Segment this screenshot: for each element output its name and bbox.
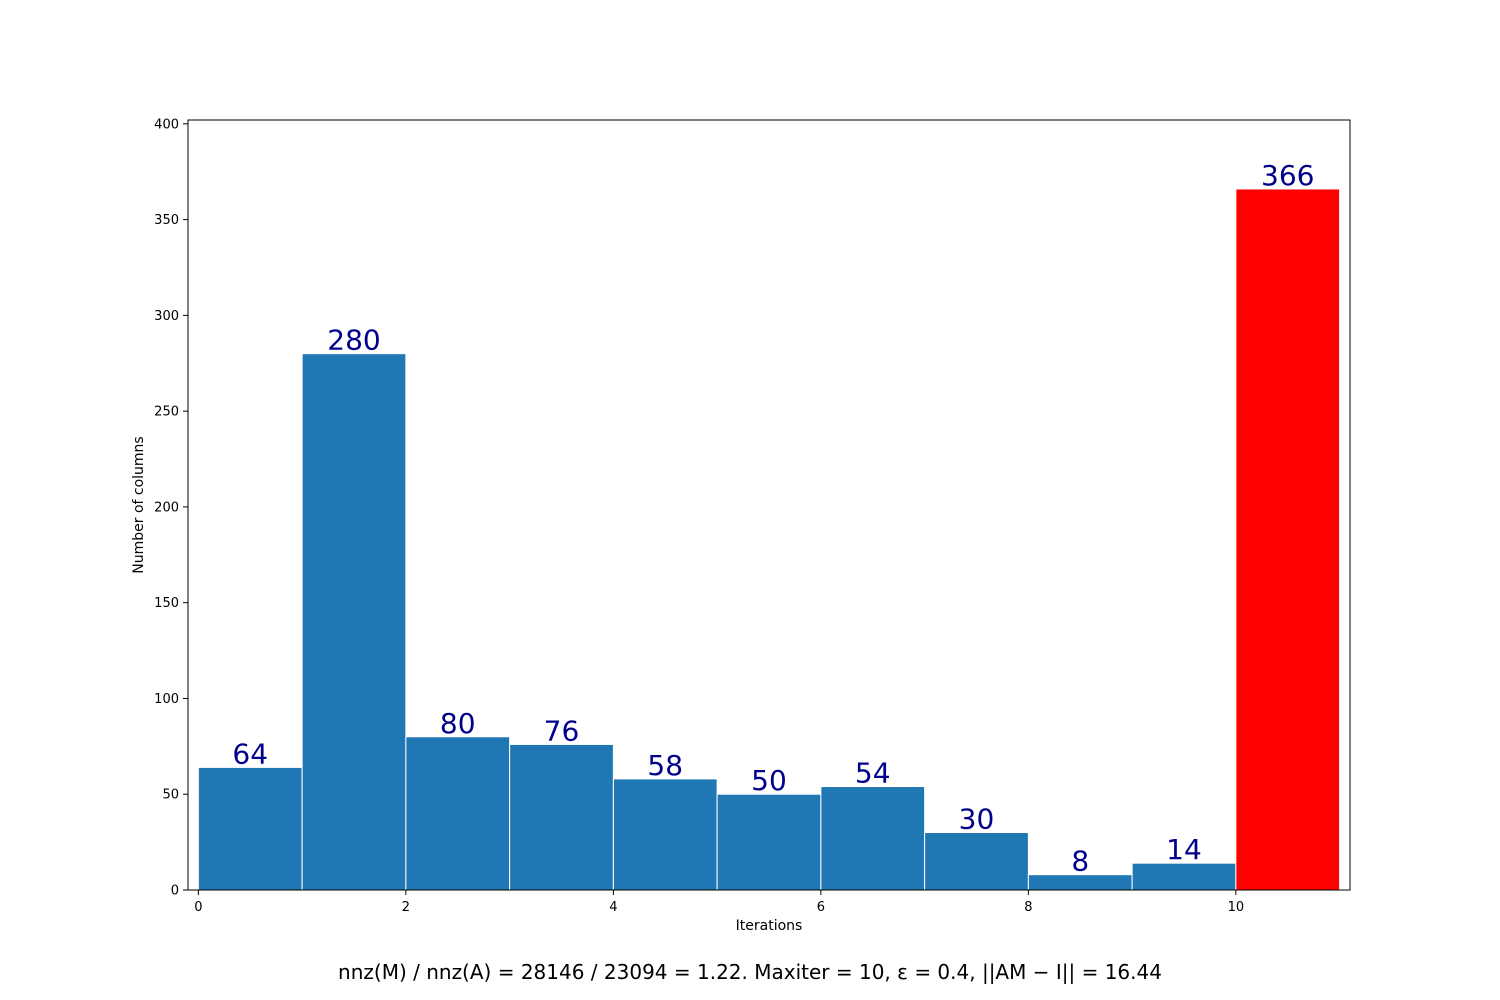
histogram-bar xyxy=(1131,862,1237,891)
bar-value-label: 76 xyxy=(544,714,580,747)
y-tick-label: 100 xyxy=(154,692,179,707)
x-tick-label: 2 xyxy=(402,900,410,915)
bar-value-label: 80 xyxy=(440,707,476,740)
y-tick-label: 400 xyxy=(154,117,179,132)
histogram-bar xyxy=(612,778,718,891)
histogram-bar xyxy=(820,786,926,891)
bar-value-label: 280 xyxy=(327,324,380,357)
chart-caption: nnz(M) / nnz(A) = 28146 / 23094 = 1.22. … xyxy=(338,960,1162,984)
bar-value-label: 8 xyxy=(1071,845,1089,878)
data-labels-group: 64 280 80 76 58 50 54 30 8 14 366 xyxy=(232,159,1314,878)
x-tick-label: 6 xyxy=(817,900,825,915)
y-tick-label: 150 xyxy=(154,596,179,611)
histogram-bar xyxy=(924,832,1029,891)
y-axis-label: Number of columns xyxy=(131,436,147,573)
histogram-bar xyxy=(1235,188,1341,891)
bar-value-label: 14 xyxy=(1166,833,1202,866)
plot-area-frame xyxy=(187,119,1351,891)
x-axis-label: Iterations xyxy=(736,918,803,934)
histogram-bar xyxy=(405,736,511,891)
y-tick-label: 0 xyxy=(171,884,179,899)
histogram-bar xyxy=(301,353,407,891)
x-tick-label: 10 xyxy=(1228,900,1245,915)
bar-value-label: 366 xyxy=(1261,159,1314,192)
bar-value-label: 50 xyxy=(751,764,787,797)
histogram-bar xyxy=(509,743,614,891)
bar-value-label: 58 xyxy=(647,749,683,782)
y-tick-label: 350 xyxy=(154,213,179,228)
bars-group xyxy=(197,188,1341,891)
x-tick-label: 0 xyxy=(194,900,202,915)
histogram-bar xyxy=(197,766,303,891)
x-tick-label: 4 xyxy=(609,900,617,915)
y-axis-ticks: 0 50 100 150 200 250 300 350 400 xyxy=(154,117,188,899)
y-tick-label: 200 xyxy=(154,500,179,515)
y-tick-label: 250 xyxy=(154,405,179,420)
bar-value-label: 64 xyxy=(232,737,268,770)
x-tick-label: 8 xyxy=(1024,900,1032,915)
y-tick-label: 300 xyxy=(154,309,179,324)
bar-value-label: 54 xyxy=(855,757,891,790)
histogram-bar xyxy=(716,793,822,891)
y-tick-label: 50 xyxy=(162,788,179,803)
bar-value-label: 30 xyxy=(959,803,995,836)
x-axis-ticks: 0 2 4 6 8 10 xyxy=(194,890,1244,915)
